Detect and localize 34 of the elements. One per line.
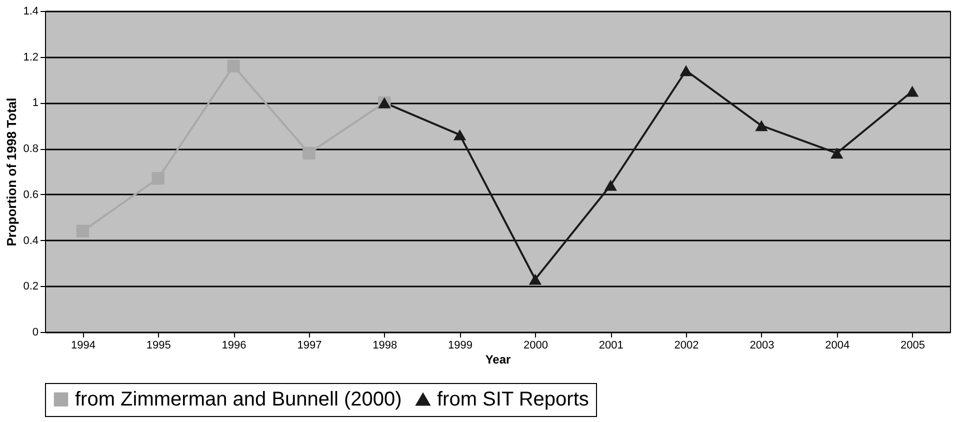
point bbox=[830, 148, 844, 159]
y-axis-title: Proportion of 1998 Total bbox=[4, 98, 20, 246]
y-tick-label: 0.8 bbox=[23, 143, 38, 156]
x-tick-label: 2001 bbox=[598, 340, 624, 352]
point bbox=[302, 146, 316, 160]
y-tick-label: 0.2 bbox=[23, 280, 38, 293]
x-tick-label: 2005 bbox=[900, 340, 926, 352]
legend-label: from Zimmerman and Bunnell (2000) bbox=[75, 388, 402, 410]
x-tick-label: 1999 bbox=[448, 340, 473, 352]
x-tick-label: 2002 bbox=[674, 340, 699, 352]
x-tick-label: 2000 bbox=[523, 340, 548, 352]
x-tick-label: 1995 bbox=[146, 340, 171, 352]
x-axis-title: Year bbox=[485, 352, 512, 366]
legend-label: from SIT Reports bbox=[437, 388, 589, 410]
point bbox=[906, 86, 919, 97]
point bbox=[680, 65, 692, 76]
x-tick-label: 1997 bbox=[297, 340, 322, 352]
point bbox=[152, 172, 164, 185]
x-tick-label: 1998 bbox=[372, 340, 398, 352]
y-tick-label: 1.4 bbox=[23, 6, 38, 18]
y-tick-label: 1.2 bbox=[23, 51, 38, 64]
y-tick-label: 0.6 bbox=[23, 188, 38, 201]
y-tick-label: 1 bbox=[32, 97, 38, 110]
point bbox=[227, 60, 240, 72]
x-tick-label: 2004 bbox=[825, 340, 850, 352]
y-tick-label: 0.4 bbox=[23, 234, 38, 247]
x-tick-label: 2003 bbox=[750, 340, 774, 352]
x-tick-label: 1996 bbox=[222, 340, 246, 352]
x-tick-label: 1994 bbox=[70, 340, 96, 352]
point bbox=[755, 120, 768, 132]
point bbox=[604, 180, 617, 191]
point bbox=[453, 129, 466, 140]
y-tick-label: 0 bbox=[32, 326, 38, 338]
point bbox=[528, 274, 542, 285]
